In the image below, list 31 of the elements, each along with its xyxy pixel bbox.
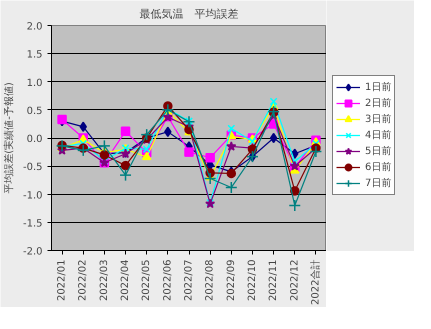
x-tick-label: 2022/09 — [226, 259, 237, 302]
y-tick-label: -1.0 — [22, 190, 43, 202]
x-tick-label: 2022/04 — [120, 259, 132, 302]
legend-label: 4日前 — [365, 129, 392, 143]
x-tick-label: 2022/12 — [289, 259, 300, 302]
legend-label: 5日前 — [365, 145, 392, 159]
chart-title: 最低気温 平均誤差 — [140, 8, 238, 20]
legend-label: 6日前 — [365, 161, 392, 175]
y-tick-label: 1.5 — [26, 50, 43, 61]
x-tick-label: 2022/07 — [184, 259, 194, 302]
y-axis-title: 平均誤差(実績値-予報値) — [2, 82, 15, 194]
y-tick-label: 1.0 — [26, 78, 43, 89]
x-tick-label: 2022/05 — [141, 259, 152, 302]
x-tick-label: 2022/10 — [246, 259, 258, 302]
y-tick-label: 0.0 — [26, 134, 43, 145]
x-tick-label: 2022合計 — [309, 259, 322, 305]
y-tick-label: -0.5 — [22, 162, 43, 174]
x-tick-label: 2022/11 — [268, 259, 280, 302]
y-tick-label: -1.5 — [22, 218, 43, 230]
y-tick-label: 2.0 — [26, 22, 43, 32]
x-tick-label: 2022/03 — [98, 259, 110, 302]
legend-label: 2日前 — [365, 97, 392, 111]
y-tick-label: -2.0 — [22, 246, 43, 258]
x-tick-label: 2022/06 — [162, 259, 174, 302]
x-tick-label: 2022/08 — [204, 259, 216, 302]
x-tick-label: 2022/02 — [78, 259, 89, 302]
legend-label: 3日前 — [365, 113, 392, 127]
y-tick-label: 0.5 — [26, 106, 43, 117]
legend-label: 1日前 — [365, 81, 392, 95]
x-tick-label: 2022/01 — [56, 259, 68, 302]
legend-label: 7日前 — [365, 177, 392, 191]
